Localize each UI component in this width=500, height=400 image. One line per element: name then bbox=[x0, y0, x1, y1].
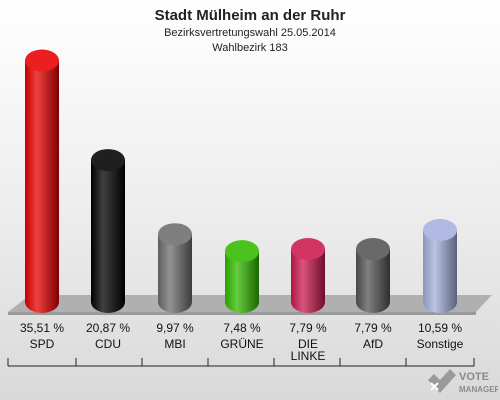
bar-sonstige bbox=[423, 218, 457, 313]
category-label: Sonstige bbox=[417, 337, 464, 351]
bar-mbi bbox=[158, 223, 192, 313]
value-label: 7,48 % bbox=[223, 321, 261, 335]
category-label: GRÜNE bbox=[220, 337, 263, 351]
category-label: DIE bbox=[298, 337, 318, 351]
chart-subtitle-2: Wahlbezirk 183 bbox=[212, 42, 287, 54]
bar-die-linke bbox=[291, 238, 325, 313]
bar-afd bbox=[356, 238, 390, 313]
bar-spd bbox=[25, 49, 59, 314]
vote-manager-logo: VOTE MANAGER bbox=[428, 369, 498, 394]
value-label: 10,59 % bbox=[418, 321, 462, 335]
bar-cdu bbox=[91, 149, 125, 313]
logo-check-icon bbox=[428, 369, 456, 393]
logo-text-bottom: MANAGER bbox=[459, 385, 498, 394]
value-label: 7,79 % bbox=[354, 321, 392, 335]
category-label: MBI bbox=[164, 337, 185, 351]
category-label: CDU bbox=[95, 337, 121, 351]
value-label: 9,97 % bbox=[156, 321, 194, 335]
chart-subtitle: Bezirksvertretungswahl 25.05.2014 bbox=[164, 27, 336, 39]
value-label: 35,51 % bbox=[20, 321, 64, 335]
category-label: SPD bbox=[30, 337, 55, 351]
value-label: 20,87 % bbox=[86, 321, 130, 335]
logo-text-top: VOTE bbox=[459, 371, 489, 383]
chart-title: Stadt Mülheim an der Ruhr bbox=[155, 7, 346, 24]
category-axis bbox=[7, 358, 475, 367]
bar-grüne bbox=[225, 240, 259, 313]
category-label: AfD bbox=[363, 337, 383, 351]
chart-floor-front bbox=[8, 312, 476, 315]
value-label: 7,79 % bbox=[289, 321, 327, 335]
category-label: LINKE bbox=[291, 349, 326, 363]
